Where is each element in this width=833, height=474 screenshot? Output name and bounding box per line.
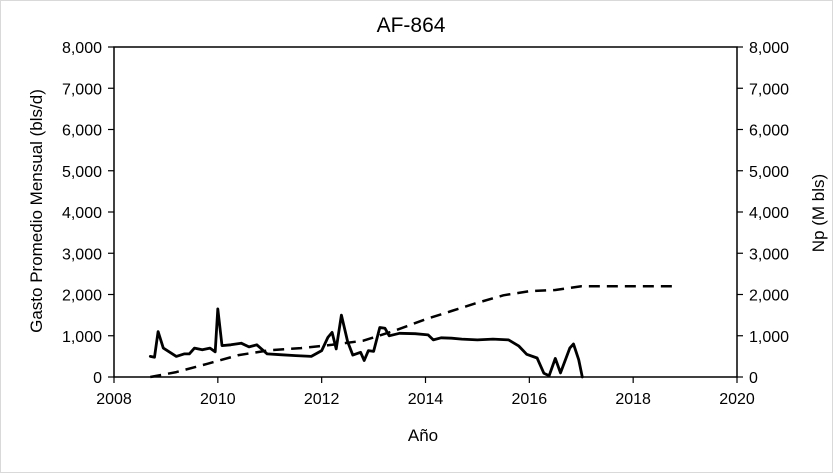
y-tick-label: 0 bbox=[93, 370, 102, 387]
series-group bbox=[148, 285, 675, 379]
x-tick-label: 2016 bbox=[512, 391, 548, 408]
y-tick-label: 4,000 bbox=[62, 205, 102, 222]
y-tick-label: 6,000 bbox=[62, 123, 102, 140]
y-tick-label: 7,000 bbox=[62, 81, 102, 98]
y2-tick-label: 2,000 bbox=[749, 288, 789, 305]
y-axis-title: Gasto Promedio Mensual (bls/d) bbox=[27, 89, 46, 333]
chart-title: AF-864 bbox=[377, 14, 446, 37]
y-tick-label: 2,000 bbox=[62, 288, 102, 305]
y2-tick-label: 5,000 bbox=[749, 164, 789, 181]
y2-axis-ticks: 0 1,000 2,000 3,000 4,000 5,000 6,000 7,000 8,00… bbox=[737, 40, 789, 387]
y-tick-label: 3,000 bbox=[62, 246, 102, 263]
plot-area bbox=[113, 46, 738, 378]
x-tick-label: 2020 bbox=[719, 391, 755, 408]
y-tick-label: 5,000 bbox=[62, 164, 102, 181]
y2-tick-label: 4,000 bbox=[749, 205, 789, 222]
y2-tick-label: 1,000 bbox=[749, 329, 789, 346]
y2-axis-title: Np (M bls) bbox=[809, 174, 828, 252]
y2-tick-label: 8,000 bbox=[749, 40, 789, 57]
y2-tick-label: 6,000 bbox=[749, 123, 789, 140]
x-tick-label: 2018 bbox=[615, 391, 651, 408]
y-tick-label: 1,000 bbox=[62, 329, 102, 346]
cumulative-production-line bbox=[150, 285, 675, 379]
x-tick-label: 2012 bbox=[304, 391, 340, 408]
x-tick-label: 2008 bbox=[96, 391, 132, 408]
y2-tick-label: 3,000 bbox=[749, 246, 789, 263]
x-tick-label: 2014 bbox=[408, 391, 444, 408]
y-tick-label: 8,000 bbox=[62, 40, 102, 57]
monthly-rate-line bbox=[148, 307, 584, 379]
y-axis-ticks: 0 1,000 2,000 3,000 4,000 5,000 6,000 7,000 8,00… bbox=[62, 40, 114, 387]
y2-tick-label: 7,000 bbox=[749, 81, 789, 98]
x-axis-ticks: 2008 2010 2012 2014 2016 2018 2020 bbox=[96, 377, 755, 408]
plot-border bbox=[113, 46, 738, 378]
y2-tick-label: 0 bbox=[749, 370, 758, 387]
x-tick-label: 2010 bbox=[200, 391, 236, 408]
x-axis-title: Año bbox=[408, 426, 438, 445]
